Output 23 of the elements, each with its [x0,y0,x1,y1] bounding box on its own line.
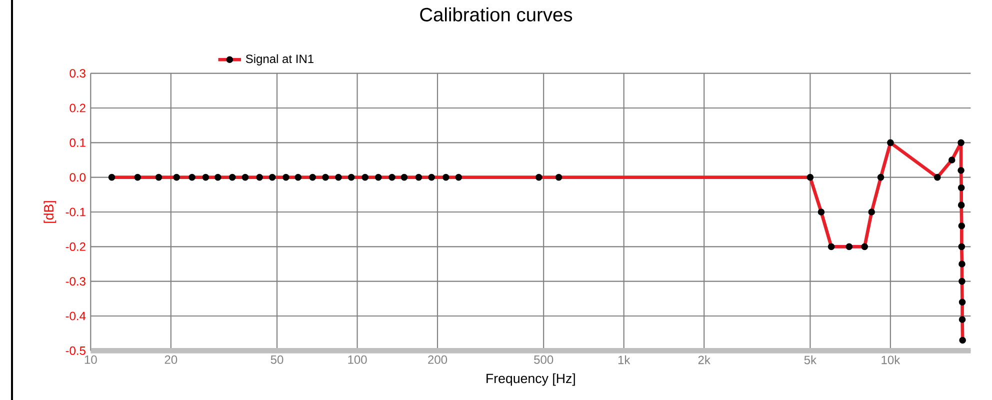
y-tick-label: 0.3 [70,69,86,78]
y-tick-label: 0.0 [70,173,86,182]
y-tick-label: -0.3 [66,277,86,286]
x-tick-label: 2k [698,355,710,364]
legend-label: Signal at IN1 [246,54,314,66]
x-tick-label: 200 [428,355,448,364]
x-tick-label: 10k [882,355,900,364]
y-tick-label: -0.4 [66,312,86,320]
y-tick-label: 0.2 [70,104,86,112]
x-tick-label: 5k [804,355,817,364]
chart-title: Calibration curves [420,7,572,22]
x-tick-label: 50 [270,355,284,364]
x-tick-label: 1k [618,355,630,364]
y-tick-label: -0.5 [66,346,86,355]
y-axis-title: [dB] [44,201,56,223]
x-tick-label: 100 [348,355,367,364]
x-tick-label: 10 [84,355,97,364]
x-tick-label: 500 [534,355,554,364]
x-axis-title: Frequency [Hz] [486,373,575,386]
x-tick-label: 20 [164,355,178,364]
y-tick-label: -0.1 [66,208,86,216]
y-tick-label: -0.2 [66,242,86,251]
y-tick-label: 0.1 [70,138,86,147]
